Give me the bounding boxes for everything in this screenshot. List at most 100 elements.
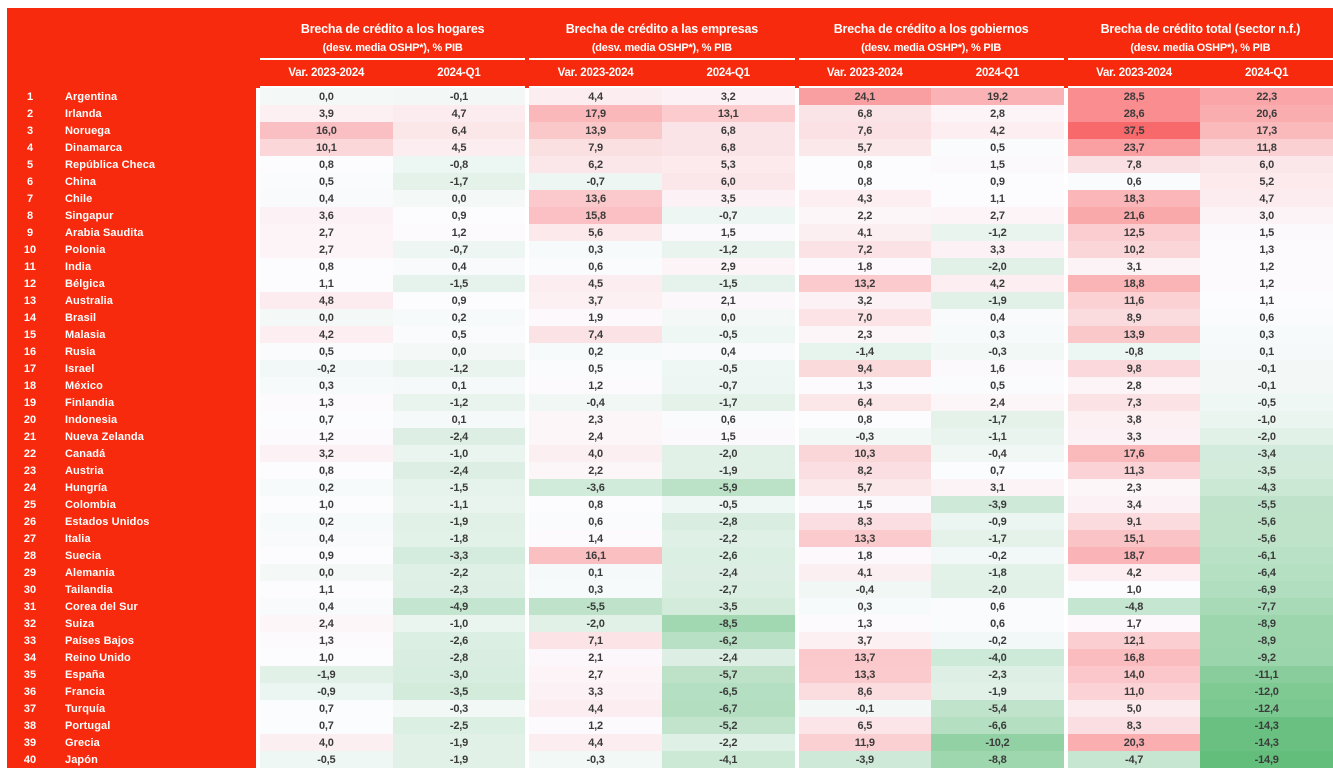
- heatmap-cell: -7,7: [1200, 598, 1333, 615]
- value-group: -1,4 -0,3: [798, 343, 1064, 360]
- heatmap-cell: 7,2: [798, 241, 932, 258]
- heatmap-cell: -1,4: [798, 343, 932, 360]
- value-group: 1,3 0,5: [798, 377, 1064, 394]
- heatmap-cell: -2,7: [661, 581, 795, 598]
- heatmap-cell: 0,8: [798, 411, 932, 428]
- heatmap-cell: -0,5: [661, 496, 795, 513]
- heatmap-cell: -0,7: [661, 207, 795, 224]
- row-values: 1,2 -2,4 2,4 1,5 -0,3 -1,1 3,3 -2,0: [256, 428, 1333, 445]
- heatmap-cell: -0,4: [529, 394, 662, 411]
- heatmap-cell: -14,3: [1200, 734, 1333, 751]
- value-group: 0,7 -0,3: [260, 700, 526, 717]
- heatmap-cell: 10,2: [1067, 241, 1201, 258]
- country-cell: 23 Austria: [7, 462, 256, 479]
- country-name: Italia: [65, 532, 91, 545]
- row-rank: 5: [26, 158, 34, 171]
- row-values: 0,9 -3,3 16,1 -2,6 1,8 -0,2 18,7 -6,1: [256, 547, 1333, 564]
- group-title: Brecha de crédito a las empresas: [565, 22, 759, 36]
- heatmap-cell: 2,1: [529, 649, 662, 666]
- heatmap-cell: -5,6: [1200, 513, 1333, 530]
- heatmap-cell: 8,9: [1067, 309, 1201, 326]
- value-group: 3,8 -1,0: [1067, 411, 1333, 428]
- table-row: 10 Polonia 2,7 -0,7 0,3 -1,2 7,2 3,3 10,2 1,3: [7, 241, 1333, 258]
- col-header-2024-q1: 2024-Q1: [706, 67, 751, 79]
- heatmap-cell: -0,4: [931, 445, 1064, 462]
- heatmap-cell: 28,5: [1067, 88, 1201, 105]
- heatmap-cell: 0,8: [529, 496, 662, 513]
- value-group: 24,1 19,2: [798, 88, 1064, 105]
- heatmap-cell: -4,3: [1200, 479, 1333, 496]
- value-group: 4,5 -1,5: [529, 275, 795, 292]
- heatmap-cell: 2,8: [1067, 377, 1201, 394]
- row-values: 3,6 0,9 15,8 -0,7 2,2 2,7 21,6 3,0: [256, 207, 1333, 224]
- value-group: 3,1 1,2: [1067, 258, 1333, 275]
- value-group: 18,3 4,7: [1067, 190, 1333, 207]
- heatmap-cell: 10,1: [260, 139, 393, 156]
- heatmap-cell: 13,9: [1067, 326, 1201, 343]
- header-corner: [7, 8, 256, 88]
- heatmap-cell: -0,3: [392, 700, 526, 717]
- value-group: 3,3 -2,0: [1067, 428, 1333, 445]
- table-row: 18 México 0,3 0,1 1,2 -0,7 1,3 0,5 2,8 -0,1: [7, 377, 1333, 394]
- heatmap-cell: 0,0: [260, 564, 393, 581]
- row-rank: 30: [23, 583, 37, 596]
- column-group-header: Brecha de crédito a las empresas (desv. m…: [529, 8, 795, 88]
- country-cell: 17 Israel: [7, 360, 256, 377]
- table-header: Brecha de crédito a los hogares (desv. me…: [7, 8, 1333, 88]
- table-row: 12 Bélgica 1,1 -1,5 4,5 -1,5 13,2 4,2 18,8 1,2: [7, 275, 1333, 292]
- heatmap-cell: -1,2: [392, 394, 526, 411]
- heatmap-cell: -0,9: [260, 683, 393, 700]
- row-rank: 9: [26, 226, 34, 239]
- heatmap-cell: 4,2: [1067, 564, 1201, 581]
- heatmap-cell: 3,3: [1067, 428, 1201, 445]
- heatmap-cell: -4,9: [392, 598, 526, 615]
- row-rank: 10: [23, 243, 37, 256]
- country-cell: 14 Brasil: [7, 309, 256, 326]
- heatmap-cell: 0,8: [260, 258, 393, 275]
- heatmap-cell: 3,4: [1067, 496, 1201, 513]
- table-row: 6 China 0,5 -1,7 -0,7 6,0 0,8 0,9 0,6 5,2: [7, 173, 1333, 190]
- country-cell: 4 Dinamarca: [7, 139, 256, 156]
- country-name: Tailandia: [65, 583, 113, 596]
- value-group: 2,7 1,2: [260, 224, 526, 241]
- heatmap-cell: 1,2: [529, 717, 662, 734]
- heatmap-cell: 0,5: [931, 139, 1064, 156]
- heatmap-cell: -0,3: [798, 428, 932, 445]
- value-group: 3,3 -6,5: [529, 683, 795, 700]
- row-values: 0,2 -1,5 -3,6 -5,9 5,7 3,1 2,3 -4,3: [256, 479, 1333, 496]
- value-group: 6,5 -6,6: [798, 717, 1064, 734]
- heatmap-cell: 4,5: [392, 139, 526, 156]
- country-name: Israel: [65, 362, 95, 375]
- country-name: Estados Unidos: [65, 515, 150, 528]
- table-row: 21 Nueva Zelanda 1,2 -2,4 2,4 1,5 -0,3 -1,1 3,3-…: [7, 428, 1333, 445]
- heatmap-cell: 3,6: [260, 207, 393, 224]
- heatmap-cell: -5,5: [529, 598, 662, 615]
- value-group: 6,4 2,4: [798, 394, 1064, 411]
- value-group: 0,8 -0,5: [529, 496, 795, 513]
- heatmap-cell: -0,2: [931, 547, 1064, 564]
- value-group: -4,8 -7,7: [1067, 598, 1333, 615]
- country-name: Canadá: [65, 447, 106, 460]
- country-cell: 16 Rusia: [7, 343, 256, 360]
- country-cell: 24 Hungría: [7, 479, 256, 496]
- row-values: 1,0 -2,8 2,1 -2,4 13,7 -4,0 16,8 -9,2: [256, 649, 1333, 666]
- row-values: 0,7 -0,3 4,4 -6,7 -0,1 -5,4 5,0 -12,4: [256, 700, 1333, 717]
- heatmap-cell: 2,3: [1067, 479, 1201, 496]
- heatmap-cell: -0,5: [1200, 394, 1333, 411]
- row-rank: 37: [23, 702, 37, 715]
- value-group: 17,9 13,1: [529, 105, 795, 122]
- country-name: Francia: [65, 685, 105, 698]
- heatmap-cell: -3,9: [931, 496, 1064, 513]
- heatmap-cell: 1,0: [260, 649, 393, 666]
- value-group: 13,7 -4,0: [798, 649, 1064, 666]
- value-group: 2,8 -0,1: [1067, 377, 1333, 394]
- country-cell: 21 Nueva Zelanda: [7, 428, 256, 445]
- table-row: 30 Tailandia 1,1 -2,3 0,3 -2,7 -0,4 -2,0 1,0 -6,9: [7, 581, 1333, 598]
- row-rank: 7: [26, 192, 34, 205]
- value-group: -0,1 -5,4: [798, 700, 1064, 717]
- heatmap-cell: -1,2: [661, 241, 795, 258]
- heatmap-cell: 4,7: [1200, 190, 1333, 207]
- credit-gap-heatmap-table: Brecha de crédito a los hogares (desv. me…: [7, 8, 1333, 768]
- value-group: 1,0 -2,8: [260, 649, 526, 666]
- country-name: Brasil: [65, 311, 97, 324]
